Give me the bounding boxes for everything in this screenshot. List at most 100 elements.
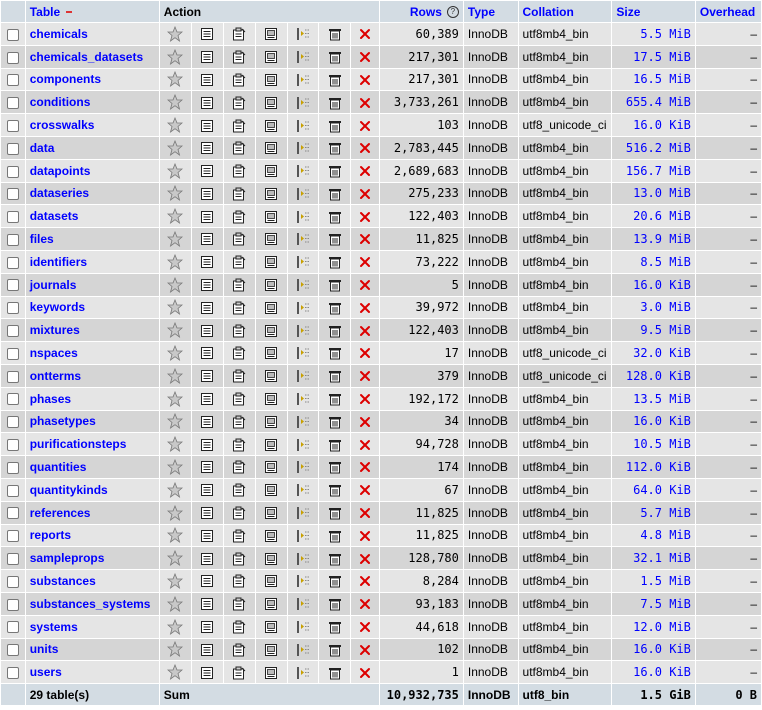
row-checkbox[interactable] bbox=[1, 228, 25, 250]
structure-icon[interactable] bbox=[223, 23, 255, 45]
row-checkbox[interactable] bbox=[1, 68, 25, 91]
structure-icon[interactable] bbox=[223, 410, 255, 433]
drop-icon[interactable] bbox=[351, 136, 380, 159]
insert-icon[interactable] bbox=[287, 342, 319, 364]
browse-icon[interactable] bbox=[191, 501, 223, 524]
insert-icon[interactable] bbox=[287, 205, 319, 228]
empty-icon[interactable] bbox=[319, 433, 351, 456]
row-checkbox[interactable] bbox=[1, 23, 25, 45]
structure-icon[interactable] bbox=[223, 45, 255, 68]
structure-icon[interactable] bbox=[223, 182, 255, 205]
search-icon[interactable] bbox=[255, 615, 287, 638]
table-size-link[interactable]: 9.5 MiB bbox=[612, 319, 695, 342]
favorite-star-icon[interactable] bbox=[159, 182, 191, 205]
row-checkbox[interactable] bbox=[1, 456, 25, 478]
search-icon[interactable] bbox=[255, 205, 287, 228]
favorite-star-icon[interactable] bbox=[159, 524, 191, 547]
empty-icon[interactable] bbox=[319, 638, 351, 661]
insert-icon[interactable] bbox=[287, 433, 319, 456]
browse-icon[interactable] bbox=[191, 319, 223, 342]
search-icon[interactable] bbox=[255, 273, 287, 296]
row-checkbox[interactable] bbox=[1, 296, 25, 319]
favorite-star-icon[interactable] bbox=[159, 319, 191, 342]
search-icon[interactable] bbox=[255, 45, 287, 68]
table-name-link[interactable]: crosswalks bbox=[25, 114, 159, 136]
favorite-star-icon[interactable] bbox=[159, 387, 191, 410]
table-name-link[interactable]: systems bbox=[25, 615, 159, 638]
empty-icon[interactable] bbox=[319, 182, 351, 205]
table-name-link[interactable]: reports bbox=[25, 524, 159, 547]
favorite-star-icon[interactable] bbox=[159, 114, 191, 136]
empty-icon[interactable] bbox=[319, 273, 351, 296]
structure-icon[interactable] bbox=[223, 228, 255, 250]
empty-icon[interactable] bbox=[319, 387, 351, 410]
drop-icon[interactable] bbox=[351, 478, 380, 501]
favorite-star-icon[interactable] bbox=[159, 250, 191, 273]
row-checkbox[interactable] bbox=[1, 478, 25, 501]
insert-icon[interactable] bbox=[287, 228, 319, 250]
structure-icon[interactable] bbox=[223, 433, 255, 456]
table-name-link[interactable]: identifiers bbox=[25, 250, 159, 273]
drop-icon[interactable] bbox=[351, 319, 380, 342]
search-icon[interactable] bbox=[255, 114, 287, 136]
insert-icon[interactable] bbox=[287, 68, 319, 91]
row-checkbox[interactable] bbox=[1, 136, 25, 159]
row-checkbox[interactable] bbox=[1, 91, 25, 114]
table-name-link[interactable]: references bbox=[25, 501, 159, 524]
table-size-link[interactable]: 655.4 MiB bbox=[612, 91, 695, 114]
search-icon[interactable] bbox=[255, 250, 287, 273]
search-icon[interactable] bbox=[255, 23, 287, 45]
search-icon[interactable] bbox=[255, 456, 287, 478]
search-icon[interactable] bbox=[255, 547, 287, 570]
table-size-link[interactable]: 17.5 MiB bbox=[612, 45, 695, 68]
browse-icon[interactable] bbox=[191, 615, 223, 638]
browse-icon[interactable] bbox=[191, 228, 223, 250]
favorite-star-icon[interactable] bbox=[159, 615, 191, 638]
search-icon[interactable] bbox=[255, 296, 287, 319]
insert-icon[interactable] bbox=[287, 159, 319, 182]
search-icon[interactable] bbox=[255, 136, 287, 159]
insert-icon[interactable] bbox=[287, 136, 319, 159]
table-size-link[interactable]: 16.0 KiB bbox=[612, 661, 695, 684]
insert-icon[interactable] bbox=[287, 91, 319, 114]
table-size-link[interactable]: 112.0 KiB bbox=[612, 456, 695, 478]
table-name-link[interactable]: datasets bbox=[25, 205, 159, 228]
empty-icon[interactable] bbox=[319, 342, 351, 364]
insert-icon[interactable] bbox=[287, 592, 319, 615]
table-size-link[interactable]: 16.0 KiB bbox=[612, 410, 695, 433]
insert-icon[interactable] bbox=[287, 45, 319, 68]
insert-icon[interactable] bbox=[287, 615, 319, 638]
browse-icon[interactable] bbox=[191, 159, 223, 182]
insert-icon[interactable] bbox=[287, 570, 319, 592]
table-size-link[interactable]: 13.9 MiB bbox=[612, 228, 695, 250]
drop-icon[interactable] bbox=[351, 342, 380, 364]
search-icon[interactable] bbox=[255, 570, 287, 592]
table-size-link[interactable]: 1.5 MiB bbox=[612, 570, 695, 592]
empty-icon[interactable] bbox=[319, 570, 351, 592]
favorite-star-icon[interactable] bbox=[159, 433, 191, 456]
empty-icon[interactable] bbox=[319, 501, 351, 524]
browse-icon[interactable] bbox=[191, 45, 223, 68]
drop-icon[interactable] bbox=[351, 547, 380, 570]
structure-icon[interactable] bbox=[223, 342, 255, 364]
insert-icon[interactable] bbox=[287, 524, 319, 547]
row-checkbox[interactable] bbox=[1, 410, 25, 433]
drop-icon[interactable] bbox=[351, 501, 380, 524]
table-size-link[interactable]: 32.0 KiB bbox=[612, 342, 695, 364]
insert-icon[interactable] bbox=[287, 296, 319, 319]
favorite-star-icon[interactable] bbox=[159, 23, 191, 45]
browse-icon[interactable] bbox=[191, 387, 223, 410]
structure-icon[interactable] bbox=[223, 296, 255, 319]
table-size-link[interactable]: 16.0 KiB bbox=[612, 114, 695, 136]
browse-icon[interactable] bbox=[191, 592, 223, 615]
structure-icon[interactable] bbox=[223, 638, 255, 661]
empty-icon[interactable] bbox=[319, 23, 351, 45]
favorite-star-icon[interactable] bbox=[159, 68, 191, 91]
browse-icon[interactable] bbox=[191, 456, 223, 478]
structure-icon[interactable] bbox=[223, 319, 255, 342]
browse-icon[interactable] bbox=[191, 410, 223, 433]
row-checkbox[interactable] bbox=[1, 592, 25, 615]
empty-icon[interactable] bbox=[319, 228, 351, 250]
drop-icon[interactable] bbox=[351, 250, 380, 273]
drop-icon[interactable] bbox=[351, 661, 380, 684]
